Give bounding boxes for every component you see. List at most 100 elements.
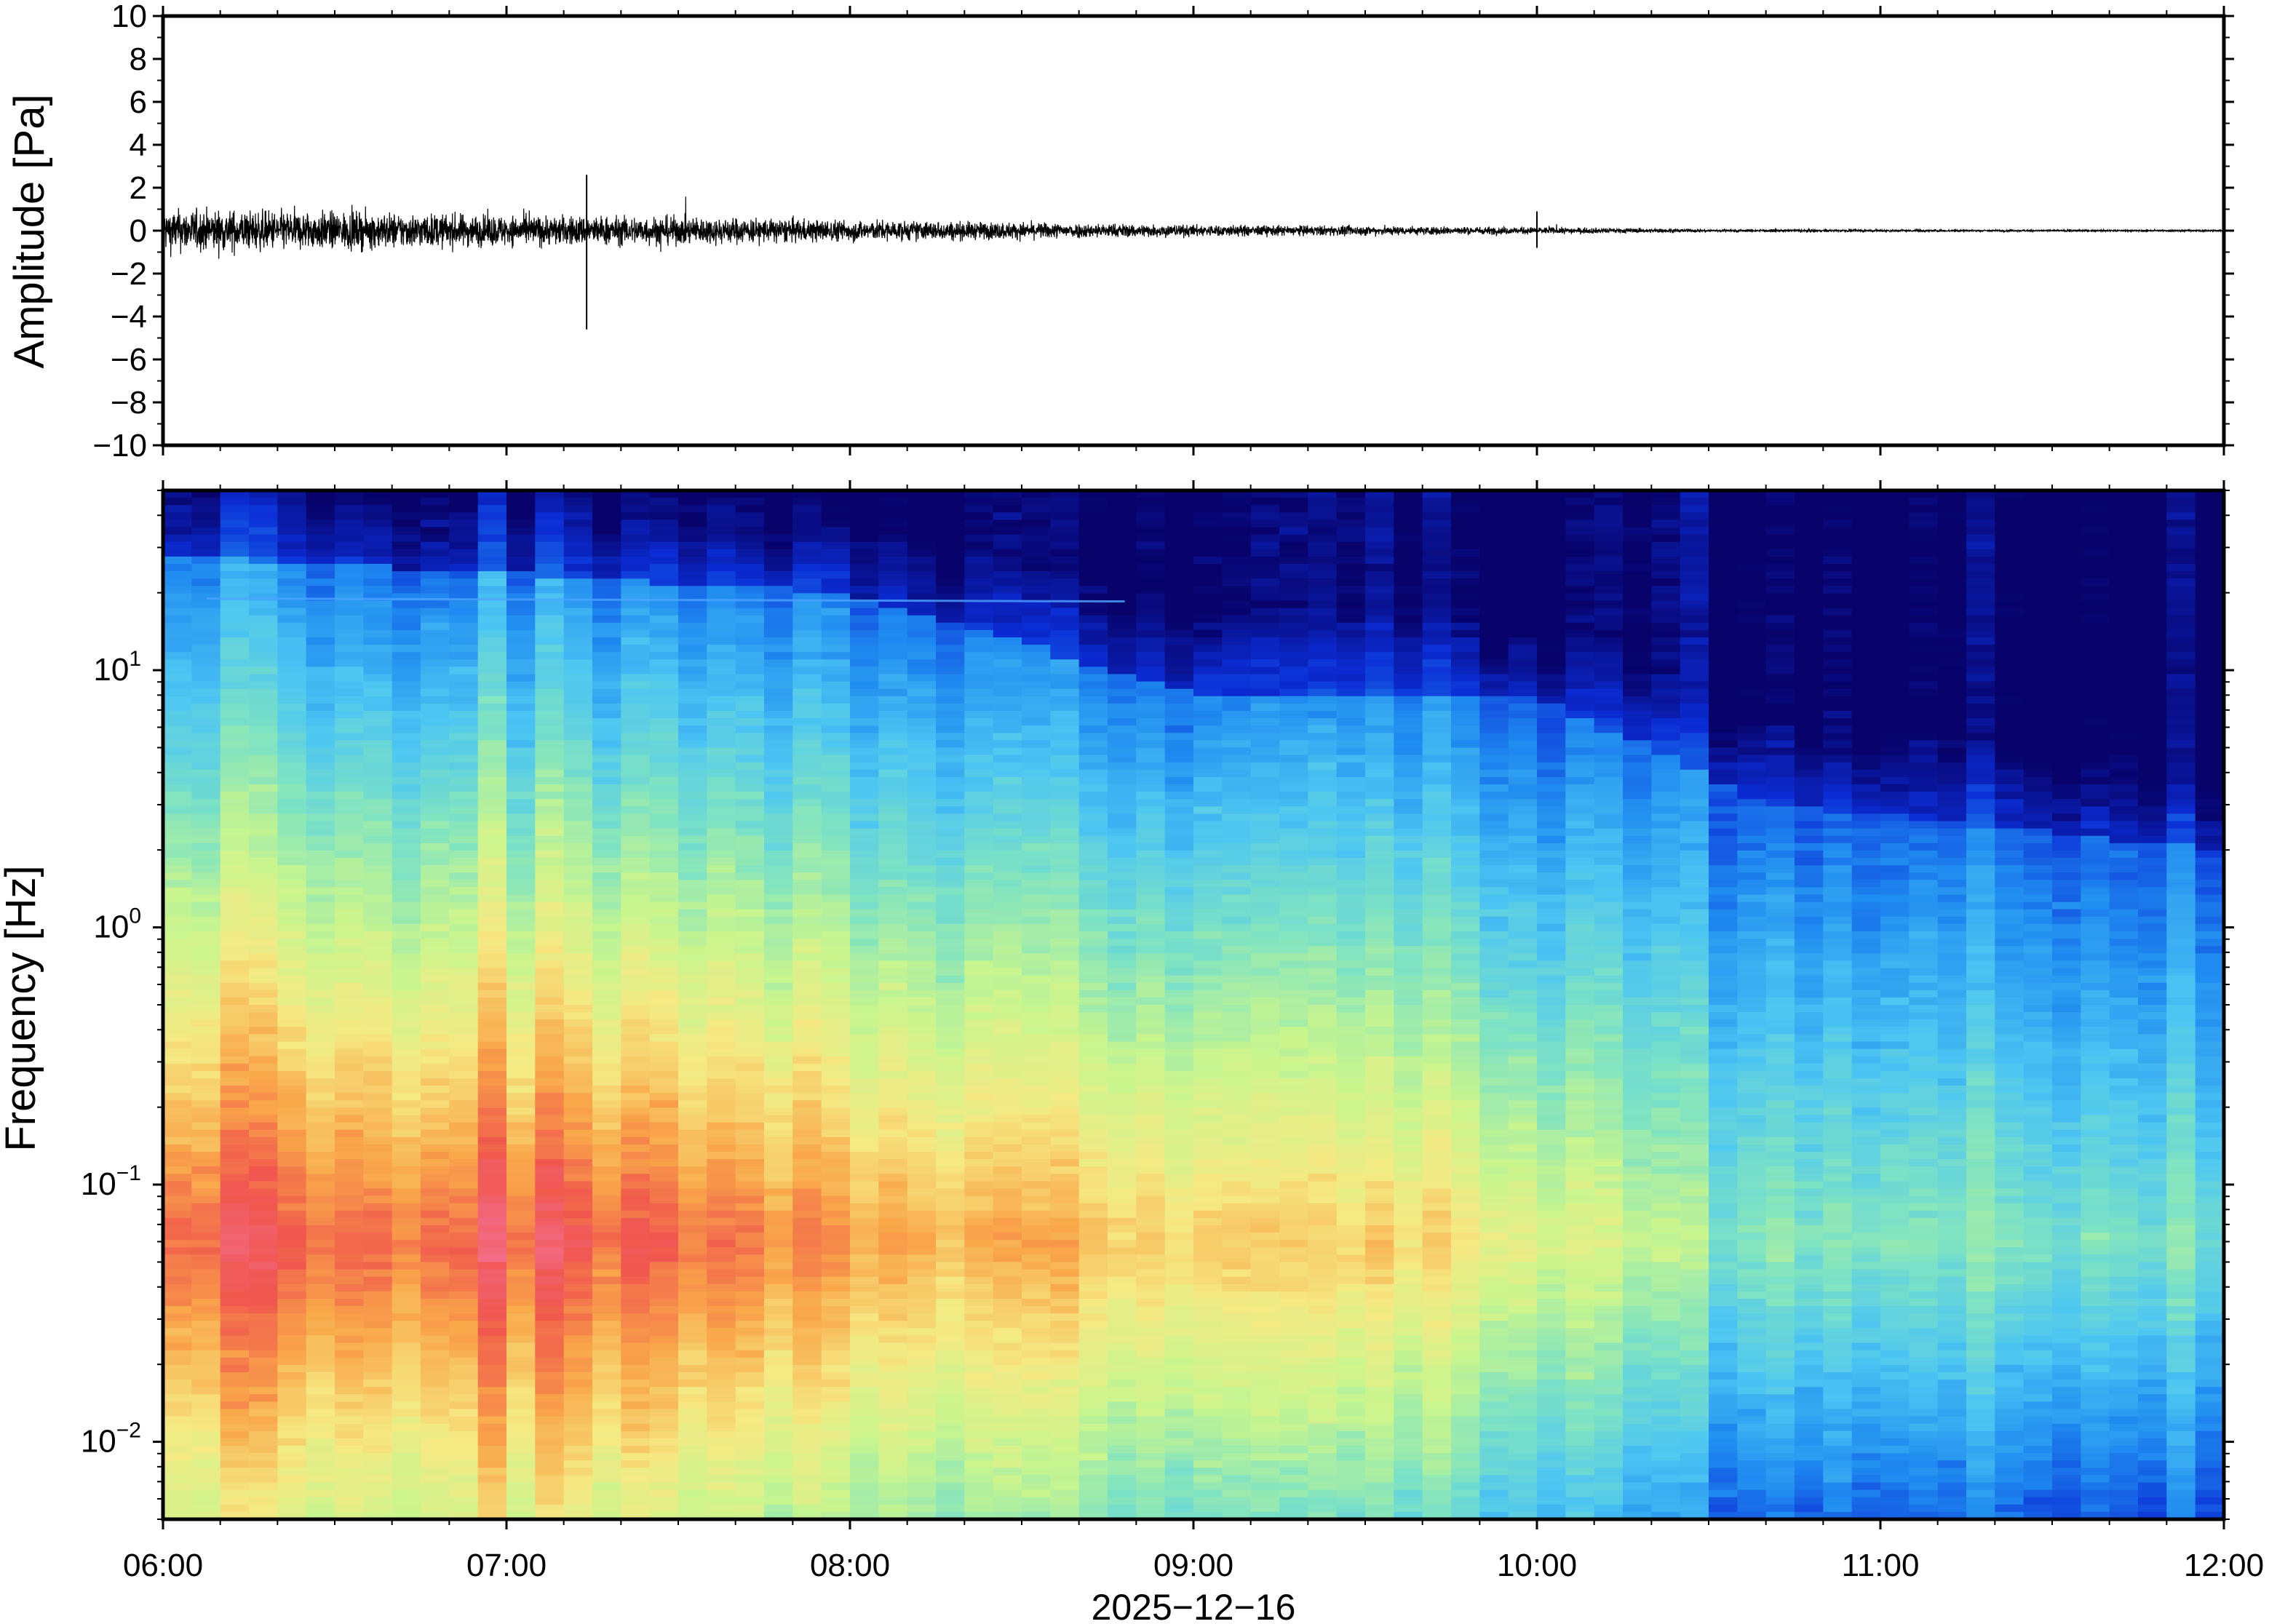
spectrogram-cell xyxy=(1078,608,1108,616)
spectrogram-cell xyxy=(993,916,1022,925)
spectrogram-cell xyxy=(477,1504,507,1513)
spectrogram-cell xyxy=(392,688,421,697)
spectrogram-cell xyxy=(249,953,278,961)
spectrogram-cell xyxy=(764,880,793,888)
spectrogram-cell xyxy=(191,916,221,925)
spectrogram-cell xyxy=(764,1166,793,1174)
spectrogram-cell xyxy=(993,1394,1022,1402)
spectrogram-cell xyxy=(163,1203,192,1211)
spectrogram-cell xyxy=(220,666,250,675)
spectrogram-cell xyxy=(993,1048,1022,1057)
spectrogram-cell xyxy=(477,909,507,918)
spectrogram-cell xyxy=(735,1203,765,1211)
spectrogram-cell xyxy=(506,586,536,594)
spectrogram-cell xyxy=(850,571,879,579)
spectrogram-cell xyxy=(735,806,765,814)
spectrogram-cell xyxy=(277,1254,307,1263)
spectrogram-cell xyxy=(1136,894,1166,903)
spectrogram-cell xyxy=(535,1364,565,1373)
spectrogram-cell xyxy=(1022,711,1051,719)
spectrogram-cell xyxy=(220,1438,250,1446)
spectrogram-cell xyxy=(792,799,822,807)
spectrogram-cell xyxy=(220,1489,250,1498)
spectrogram-cell xyxy=(335,512,364,520)
spectrogram-cell xyxy=(792,1093,822,1101)
spectrogram-cell xyxy=(335,637,364,645)
spectrogram-cell xyxy=(907,806,937,814)
spectrogram-cell xyxy=(792,527,822,536)
spectrogram-cell xyxy=(936,806,965,814)
spectrogram-cell xyxy=(220,1306,250,1314)
spectrogram-cell xyxy=(764,1283,793,1292)
spectrogram-cell xyxy=(878,578,908,586)
spectrogram-cell xyxy=(335,725,364,733)
spectrogram-cell xyxy=(907,1276,937,1285)
spectrogram-cell xyxy=(707,916,736,925)
spectrogram-cell xyxy=(191,490,221,498)
spectrogram-cell xyxy=(535,1181,565,1190)
spectrogram-cell xyxy=(1108,792,1137,800)
spectrogram-cell xyxy=(1050,1174,1080,1182)
spectrogram-cell xyxy=(335,1137,364,1145)
spectrogram-cell xyxy=(936,490,965,498)
spectrogram-cell xyxy=(764,990,793,998)
spectrogram-cell xyxy=(563,740,593,749)
spectrogram-cell xyxy=(163,520,192,528)
spectrogram-cell xyxy=(907,1115,937,1123)
spectrogram-cell xyxy=(764,1335,793,1344)
spectrogram-cell xyxy=(907,931,937,939)
spectrogram-cell xyxy=(477,1137,507,1145)
spectrogram-cell xyxy=(878,725,908,733)
spectrogram-cell xyxy=(907,1129,937,1138)
spectrogram-cell xyxy=(792,711,822,719)
spectrogram-cell xyxy=(649,1313,679,1321)
spectrogram-cell xyxy=(506,1093,536,1101)
spectrogram-cell xyxy=(449,1093,479,1101)
spectrogram-cell xyxy=(506,968,536,976)
spectrogram-cell xyxy=(850,1497,879,1505)
spectrogram-cell xyxy=(306,1240,335,1248)
spectrogram-cell xyxy=(649,1460,679,1468)
spectrogram-cell xyxy=(563,1372,593,1380)
spectrogram-cell xyxy=(764,711,793,719)
spectrogram-cell xyxy=(535,1313,565,1321)
spectrogram-cell xyxy=(592,1511,621,1520)
spectrogram-cell xyxy=(535,1409,565,1417)
spectrogram-cell xyxy=(1108,997,1137,1006)
spectrogram-cell xyxy=(678,696,707,704)
spectrogram-cell xyxy=(563,1497,593,1505)
spectrogram-cell xyxy=(1108,1504,1137,1513)
spectrogram-cell xyxy=(792,1299,822,1307)
spectrogram-cell xyxy=(1050,946,1080,954)
spectrogram-cell xyxy=(421,1394,450,1402)
spectrogram-cell xyxy=(363,1482,393,1491)
spectrogram-cell xyxy=(163,990,192,998)
spectrogram-cell xyxy=(1108,600,1137,609)
spectrogram-cell xyxy=(621,1115,651,1123)
spectrogram-cell xyxy=(936,894,965,903)
spectrogram-cell xyxy=(936,1468,965,1476)
spectrogram-cell xyxy=(649,960,679,969)
spectrogram-cell xyxy=(1050,1497,1080,1505)
spectrogram-cell xyxy=(421,629,450,638)
spectrogram-cell xyxy=(1136,813,1166,822)
spectrogram-cell xyxy=(477,747,507,756)
spectrogram-cell xyxy=(363,843,393,851)
spectrogram-cell xyxy=(993,1306,1022,1314)
spectrogram-cell xyxy=(191,1240,221,1248)
spectrogram-cell xyxy=(1078,1262,1108,1270)
spectrogram-cell xyxy=(1136,578,1166,586)
spectrogram-cell xyxy=(249,1070,278,1079)
spectrogram-cell xyxy=(220,1188,250,1197)
spectrogram-cell xyxy=(163,1416,192,1425)
spectrogram-cell xyxy=(1164,688,1194,697)
spectrogram-cell xyxy=(764,865,793,873)
spectrogram-cell xyxy=(477,828,507,837)
spectrogram-cell xyxy=(1078,1041,1108,1050)
spectrogram-cell xyxy=(850,1416,879,1425)
spectrogram-cell xyxy=(764,512,793,520)
spectrogram-cell xyxy=(1108,512,1137,520)
spectrogram-cell xyxy=(678,556,707,565)
spectrogram-cell xyxy=(1136,747,1166,756)
spectrogram-cell xyxy=(191,1504,221,1513)
